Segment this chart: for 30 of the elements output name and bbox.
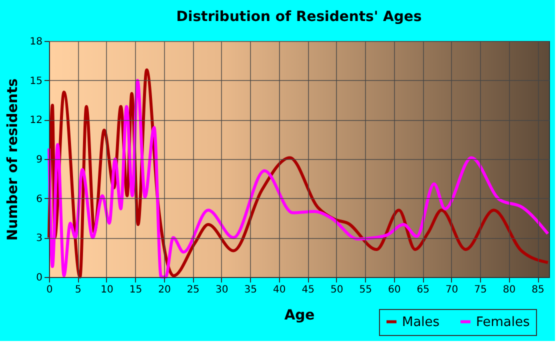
x-tick-label: 80: [502, 284, 516, 296]
x-tick-label: 15: [129, 284, 142, 296]
x-axis-title: Age: [284, 308, 315, 324]
y-tick-label: 15: [30, 76, 42, 87]
x-tick-label: 20: [158, 284, 171, 296]
y-tick-label: 3: [36, 233, 42, 244]
y-tick-label: 0: [36, 272, 42, 284]
x-tick-label: 35: [244, 284, 258, 296]
x-tick-label: 40: [273, 284, 286, 296]
x-tick-label: 75: [474, 284, 487, 296]
legend-label: Males: [402, 314, 440, 330]
x-tick-label: 65: [416, 284, 430, 296]
x-tick-label: 85: [532, 284, 544, 296]
y-tick-label: 9: [36, 154, 42, 166]
y-tick-label: 6: [36, 194, 42, 205]
y-tick-label: 18: [30, 36, 42, 48]
y-tick-label: 12: [30, 115, 42, 126]
chart-title: Distribution of Residents' Ages: [176, 9, 422, 25]
legend-label: Females: [476, 314, 530, 330]
x-tick-label: 5: [75, 284, 82, 296]
x-tick-label: 50: [330, 284, 344, 296]
x-tick-label: 10: [100, 284, 114, 296]
x-tick-label: 70: [445, 284, 458, 296]
x-tick-label: 30: [216, 284, 228, 296]
x-tick-label: 55: [359, 284, 372, 296]
x-tick-label: 60: [388, 284, 401, 296]
x-tick-label: 25: [186, 284, 200, 296]
y-axis-title: Number of residents: [4, 78, 21, 241]
x-tick-label: 45: [302, 284, 314, 296]
x-tick-label: 0: [46, 284, 53, 296]
